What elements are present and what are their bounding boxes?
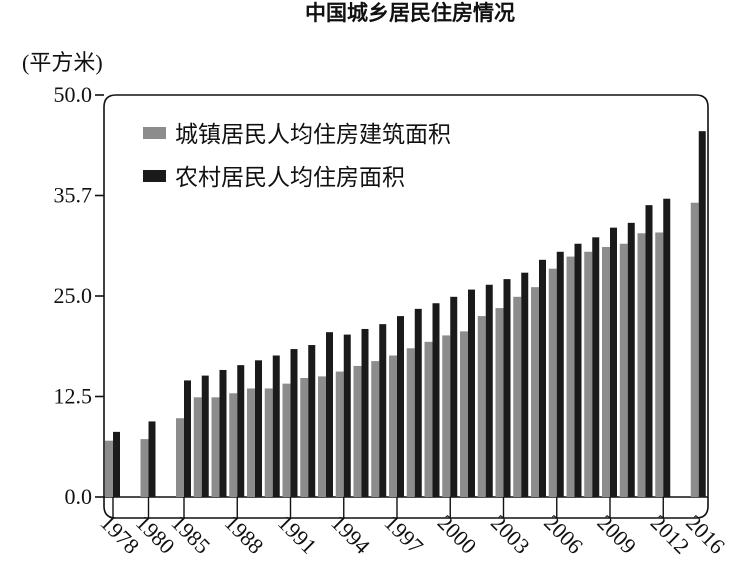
bar-urban-1989: [247, 388, 255, 497]
bar-rural-1991: [290, 349, 298, 497]
bar-urban-1996: [371, 361, 380, 497]
bar-rural-1995: [361, 328, 369, 497]
legend-label-rural: 农村居民人均住房面积: [175, 165, 405, 191]
bar-rural-2008: [592, 237, 600, 498]
y-tick-label: 50.0: [54, 82, 93, 107]
bar-rural-2012: [663, 198, 671, 497]
bar-urban-2005: [531, 287, 539, 497]
chart-title: 中国城乡居民住房情况: [305, 1, 515, 25]
bar-rural-2001: [468, 289, 475, 497]
y-axis-unit-label: (平方米): [22, 50, 103, 75]
x-tick-label: 2012: [646, 510, 695, 559]
bar-urban-2002: [477, 316, 486, 497]
bar-urban-1991: [282, 383, 291, 497]
bar-urban-2008: [584, 251, 593, 497]
x-tick-label: 1988: [220, 510, 269, 559]
bar-rural-2000: [450, 296, 458, 497]
bar-urban-1980: [140, 439, 149, 497]
bar-urban-2004: [513, 296, 522, 497]
bar-urban-2001: [460, 331, 468, 497]
legend-swatch-rural: [143, 170, 166, 182]
bar-rural-2004: [521, 272, 529, 497]
bar-urban-2010: [619, 243, 628, 497]
bar-urban-1987: [211, 397, 220, 497]
bar-rural-1992: [308, 345, 316, 497]
x-tick-label: 1978: [95, 510, 144, 559]
x-tick-label: 2006: [539, 510, 588, 559]
bar-urban-1999: [424, 341, 433, 497]
y-tick-label: 0.0: [65, 484, 93, 509]
bar-urban-2016: [690, 202, 699, 497]
bar-urban-1990: [264, 388, 273, 497]
bar-urban-1997: [389, 355, 397, 497]
bar-urban-1994: [335, 371, 344, 497]
y-tick-label: 25.0: [54, 283, 93, 308]
plot-frame: [103, 94, 709, 519]
bar-rural-1997: [397, 316, 404, 497]
bar-urban-1995: [353, 365, 362, 497]
legend-swatch-urban: [143, 127, 166, 139]
x-tick-label: 1994: [326, 510, 375, 559]
bar-rural-1998: [414, 308, 422, 497]
bar-rural-1994: [343, 334, 351, 497]
bar-rural-1980: [148, 421, 156, 497]
bar-rural-1988: [237, 365, 245, 497]
x-tick-label: 1997: [379, 510, 428, 559]
bar-urban-2003: [495, 308, 504, 497]
bar-urban-2009: [602, 246, 610, 497]
bar-rural-2003: [503, 279, 511, 497]
bar-rural-2009: [610, 227, 617, 497]
bar-rural-1987: [219, 369, 227, 497]
x-tick-label: 2003: [486, 510, 535, 559]
bar-rural-1990: [272, 355, 280, 497]
y-tick-label: 12.5: [54, 384, 93, 409]
legend: 城镇居民人均住房建筑面积 农村居民人均住房面积: [143, 122, 451, 191]
bar-rural-1993: [326, 332, 333, 497]
bar-urban-1998: [406, 348, 415, 497]
bar-rural-2005: [539, 259, 546, 497]
x-tick-label: 2016: [681, 510, 730, 559]
bar-urban-2000: [442, 335, 451, 497]
bar-rural-2011: [645, 205, 653, 497]
bar-rural-2010: [627, 222, 635, 497]
bars: [105, 131, 706, 498]
bar-urban-2006: [548, 268, 557, 497]
bar-urban-1985: [176, 418, 184, 497]
bar-urban-2007: [566, 256, 575, 497]
bar-rural-1986: [201, 375, 209, 497]
legend-label-urban: 城镇居民人均住房建筑面积: [175, 122, 451, 148]
bar-rural-2007: [574, 243, 582, 497]
bar-urban-2012: [655, 232, 664, 497]
bar-urban-1992: [300, 378, 309, 497]
bar-urban-1993: [318, 376, 326, 497]
bar-urban-1986: [193, 397, 202, 497]
bar-rural-2016: [698, 131, 706, 497]
y-tick-label: 35.7: [54, 183, 93, 208]
x-tick-label: 2000: [433, 510, 482, 559]
bar-rural-1996: [379, 324, 387, 497]
bar-rural-1999: [432, 303, 440, 497]
x-tick-label: 2009: [592, 510, 641, 559]
bar-rural-2006: [556, 251, 564, 497]
bar-rural-1989: [255, 360, 262, 497]
bar-urban-1978: [105, 440, 113, 497]
x-tick-label: 1991: [273, 510, 322, 559]
bar-urban-2011: [637, 233, 646, 497]
bar-rural-1978: [113, 431, 120, 497]
bar-rural-1985: [184, 380, 191, 497]
y-ticks: 0.0 12.5 25.0 35.7 50.0: [54, 82, 104, 509]
x-tick-label: 1985: [166, 510, 215, 559]
x-tick-label: 1980: [131, 510, 180, 559]
bar-rural-2002: [485, 284, 493, 497]
bar-urban-1988: [229, 393, 238, 497]
